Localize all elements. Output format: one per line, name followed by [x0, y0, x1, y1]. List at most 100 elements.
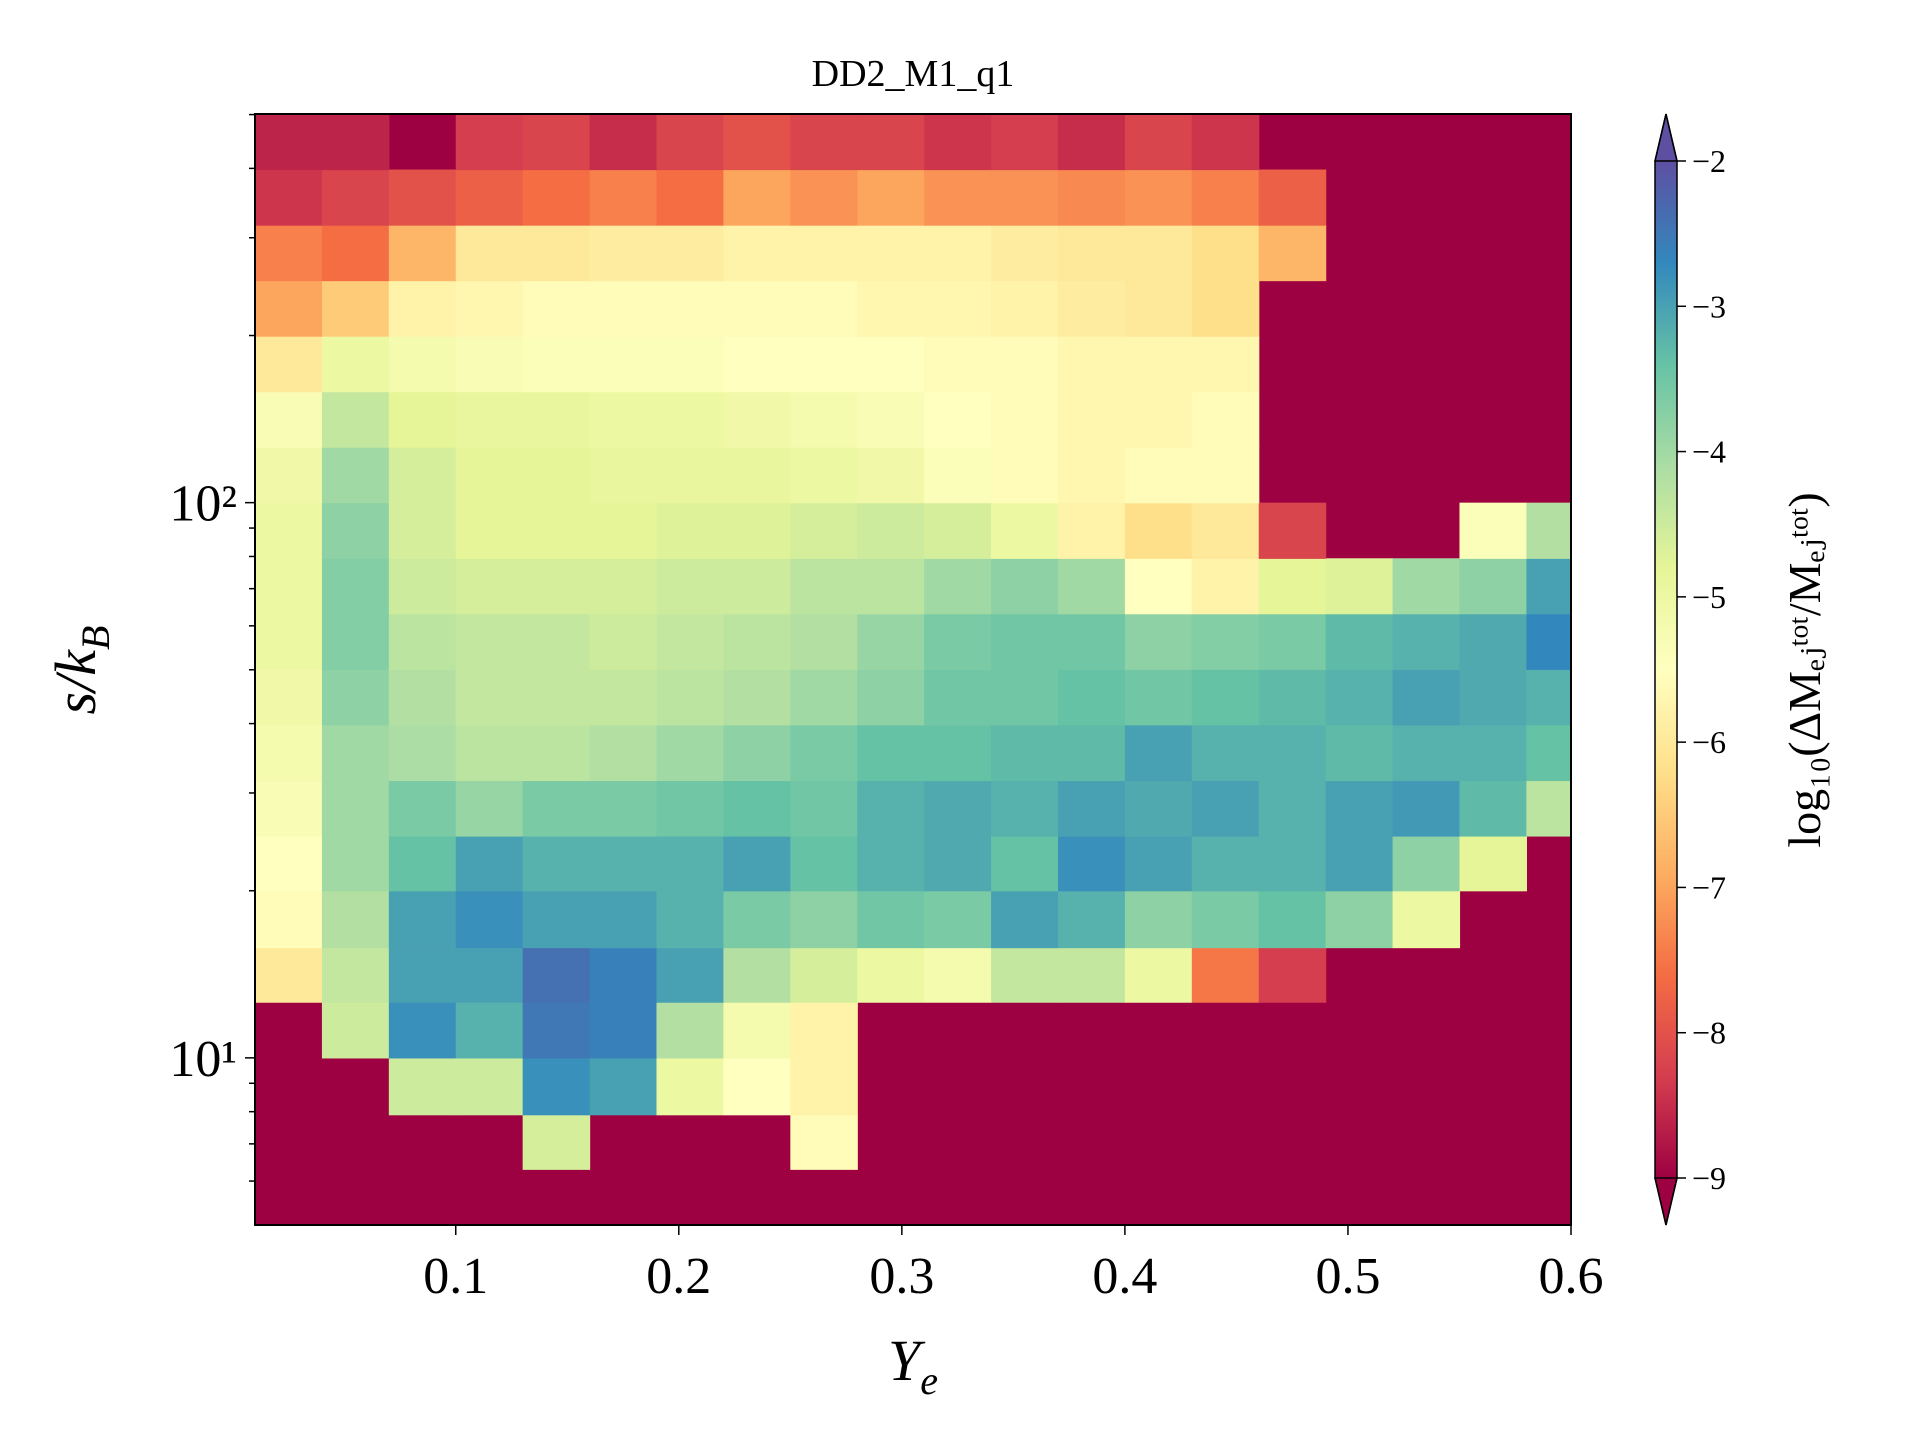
- heatmap-cell: [1258, 502, 1327, 559]
- heatmap-cell: [321, 669, 390, 726]
- heatmap-cell: [321, 391, 390, 448]
- heatmap-cell: [522, 502, 591, 559]
- heatmap-cell: [1124, 447, 1193, 504]
- heatmap-cell: [522, 225, 591, 282]
- heatmap-cell: [522, 724, 591, 782]
- heatmap-cell: [1526, 558, 1572, 615]
- heatmap-cell: [1392, 780, 1461, 837]
- heatmap-cell: [321, 1002, 390, 1059]
- heatmap-cell: [991, 890, 1059, 949]
- heatmap-cell: [857, 835, 925, 892]
- heatmap-cell: [1124, 169, 1193, 226]
- heatmap-cell: [656, 947, 725, 1003]
- heatmap-cell: [589, 835, 658, 892]
- heatmap-cell: [656, 1002, 725, 1059]
- heatmap-cell: [790, 613, 858, 670]
- heatmap-cell: [589, 225, 658, 282]
- heatmap-cell: [321, 225, 390, 282]
- heatmap-cell: [656, 391, 725, 448]
- x-tick-label: 0.3: [869, 1248, 934, 1305]
- heatmap-cell: [1258, 835, 1327, 892]
- heatmap-cell: [1325, 558, 1394, 615]
- heatmap-cell: [1057, 169, 1126, 226]
- heatmap-cell: [924, 890, 992, 949]
- heatmap-cell: [656, 1057, 725, 1116]
- heatmap-cell: [455, 669, 524, 726]
- heatmap-cell: [656, 613, 725, 670]
- heatmap-cell: [321, 280, 390, 337]
- heatmap-cell: [790, 502, 858, 559]
- heatmap-cell: [455, 947, 524, 1003]
- heatmap-cell: [455, 114, 524, 171]
- y-tick-label: 10¹: [169, 1031, 237, 1088]
- heatmap-cell: [255, 114, 323, 171]
- heatmap-cell: [723, 947, 791, 1003]
- heatmap-cell: [388, 724, 457, 782]
- heatmap-cell: [589, 280, 658, 337]
- heatmap-cell: [991, 114, 1059, 171]
- heatmap-cell: [1124, 780, 1193, 837]
- x-label-sub: e: [920, 1358, 938, 1403]
- heatmap-cell: [522, 558, 591, 615]
- heatmap-cell: [857, 169, 925, 226]
- heatmap-cell: [1191, 613, 1260, 670]
- heatmap-cell: [1191, 336, 1260, 393]
- colorbar-tick-label: −9: [1692, 1160, 1726, 1196]
- heatmap-cell: [1258, 169, 1327, 226]
- heatmap-cell: [991, 280, 1059, 337]
- heatmap-cell: [1459, 780, 1527, 837]
- heatmap-cell: [1325, 835, 1394, 892]
- x-tick-label: 0.1: [423, 1248, 488, 1305]
- heatmap-cell: [857, 447, 925, 504]
- heatmap-cell: [522, 280, 591, 337]
- heatmap-cell: [723, 724, 791, 782]
- heatmap-cell: [522, 669, 591, 726]
- heatmap-cell: [656, 669, 725, 726]
- heatmap-cell: [522, 447, 591, 504]
- heatmap-cell: [1258, 613, 1327, 670]
- heatmap-cell: [388, 669, 457, 726]
- heatmap-cell: [1392, 835, 1461, 892]
- heatmap-cell: [1258, 890, 1327, 949]
- heatmap-cell: [255, 890, 323, 949]
- heatmap-cell: [1325, 613, 1394, 670]
- heatmap-cell: [1459, 613, 1527, 670]
- heatmap-cell: [790, 114, 858, 171]
- heatmap-cell: [1459, 669, 1527, 726]
- heatmap-cell: [924, 502, 992, 559]
- heatmap-cell: [1258, 558, 1327, 615]
- colorbar-label: log₁₀(ΔMₑⱼᵗᵒᵗ/Mₑⱼᵗᵒᵗ): [1779, 492, 1830, 847]
- heatmap-cell: [924, 280, 992, 337]
- heatmap-cell: [589, 1002, 658, 1059]
- heatmap-cell: [656, 114, 725, 171]
- heatmap-cell: [723, 169, 791, 226]
- heatmap-cell: [723, 280, 791, 337]
- y-label-main: s/k: [43, 649, 108, 715]
- heatmap-cell: [1124, 835, 1193, 892]
- heatmap-cell: [790, 280, 858, 337]
- heatmap-cell: [589, 169, 658, 226]
- heatmap-cell: [1124, 890, 1193, 949]
- heatmap-cell: [522, 1002, 591, 1059]
- heatmap-cell: [388, 558, 457, 615]
- heatmap-cell: [656, 558, 725, 615]
- heatmap-cell: [723, 1002, 791, 1059]
- heatmap-cell: [1124, 947, 1193, 1003]
- heatmap-cell: [924, 669, 992, 726]
- colorbar-extend-max: [1654, 113, 1678, 162]
- heatmap-cell: [1459, 558, 1527, 615]
- heatmap-cell: [1191, 169, 1260, 226]
- heatmap-cell: [1057, 724, 1126, 782]
- heatmap-cell: [455, 558, 524, 615]
- heatmap-cell: [790, 890, 858, 949]
- heatmap-cell: [522, 391, 591, 448]
- heatmap-cell: [589, 391, 658, 448]
- heatmap-cell: [1191, 280, 1260, 337]
- heatmap-cell: [388, 336, 457, 393]
- heatmap-cell: [790, 1057, 858, 1116]
- heatmap-cell: [656, 835, 725, 892]
- heatmap-cell: [388, 502, 457, 559]
- heatmap-cell: [589, 890, 658, 949]
- heatmap-cell: [991, 780, 1059, 837]
- heatmap-cell: [656, 724, 725, 782]
